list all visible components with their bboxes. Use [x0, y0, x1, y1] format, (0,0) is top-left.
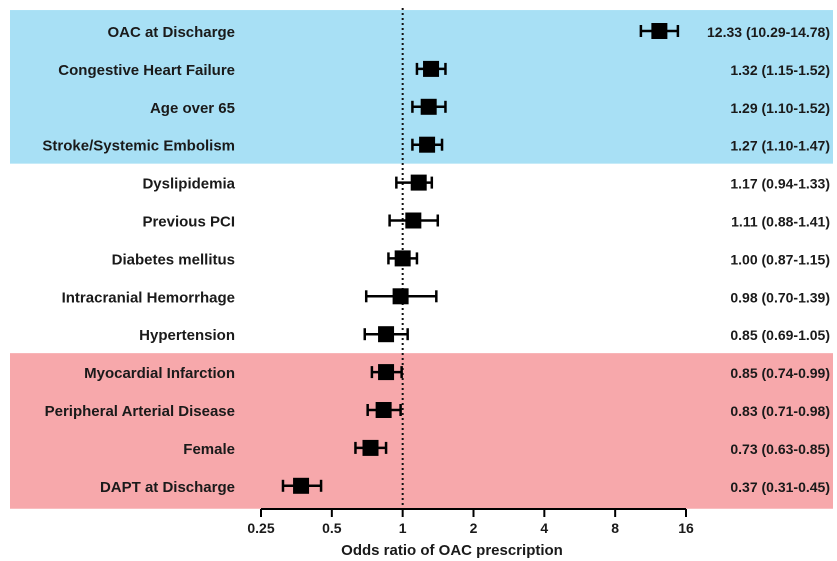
x-axis: 0.25 0.5 1 2 4 8 16: [247, 508, 694, 536]
or-marker: [651, 23, 668, 39]
row-label: Peripheral Arterial Disease: [45, 403, 235, 420]
plot-rows: OAC at Discharge 12.33 (10.29-14.78) Conge…: [42, 23, 830, 496]
row-label: OAC at Discharge: [107, 24, 235, 41]
row-value: 0.98 (0.70-1.39): [730, 289, 830, 305]
row-value: 1.17 (0.94-1.33): [730, 176, 830, 192]
row-value: 12.33 (10.29-14.78): [707, 24, 830, 40]
x-tick-label: 2: [470, 520, 478, 536]
row-label: Myocardial Infarction: [84, 365, 235, 382]
row-label: Previous PCI: [142, 214, 235, 231]
x-tick-label: 0.25: [247, 520, 274, 536]
or-marker: [378, 326, 395, 343]
or-marker: [405, 212, 422, 229]
or-marker: [378, 364, 395, 381]
or-marker: [394, 250, 411, 267]
x-tick-label: 8: [611, 520, 619, 536]
row-label: DAPT at Discharge: [100, 479, 235, 496]
forest-row: Peripheral Arterial Disease 0.83 (0.71-0.…: [45, 402, 830, 420]
forest-row: Hypertension 0.85 (0.69-1.05): [139, 326, 830, 344]
forest-row: Female 0.73 (0.63-0.85): [183, 439, 830, 458]
x-axis-label: Odds ratio of OAC prescription: [341, 542, 563, 559]
row-value: 0.85 (0.69-1.05): [730, 327, 830, 343]
or-marker: [375, 402, 392, 418]
x-tick-label: 4: [540, 520, 548, 536]
or-marker: [392, 288, 409, 305]
forest-row: Dyslipidemia 1.17 (0.94-1.33): [142, 174, 830, 193]
row-value: 1.00 (0.87-1.15): [730, 251, 830, 267]
forest-row: Previous PCI 1.11 (0.88-1.41): [142, 212, 830, 231]
or-marker: [423, 60, 440, 77]
row-label: Dyslipidemia: [142, 176, 235, 193]
row-label: Hypertension: [139, 327, 235, 344]
forest-row: Stroke/Systemic Embolism 1.27 (1.10-1.47): [42, 136, 830, 155]
or-marker: [420, 98, 437, 115]
forest-row: Myocardial Infarction 0.85 (0.74-0.99): [84, 364, 830, 382]
group-bands: [10, 10, 833, 509]
row-value: 1.32 (1.15-1.52): [730, 62, 830, 78]
row-label: Congestive Heart Failure: [58, 62, 235, 79]
x-tick-label: 1: [399, 520, 407, 536]
or-marker: [293, 477, 310, 494]
row-value: 0.37 (0.31-0.45): [730, 479, 830, 495]
forest-row: Diabetes mellitus 1.00 (0.87-1.15): [112, 250, 830, 268]
row-label: Female: [183, 441, 235, 458]
or-marker: [410, 174, 427, 191]
row-value: 0.83 (0.71-0.98): [730, 403, 830, 419]
row-value: 1.29 (1.10-1.52): [730, 100, 830, 116]
forest-row: Congestive Heart Failure 1.32 (1.15-1.52): [58, 60, 830, 79]
or-marker: [362, 439, 379, 456]
x-tick-label: 0.5: [322, 520, 342, 536]
forest-row: OAC at Discharge 12.33 (10.29-14.78): [107, 23, 830, 41]
row-label: Diabetes mellitus: [112, 251, 235, 268]
row-value: 0.85 (0.74-0.99): [730, 365, 830, 381]
row-label: Age over 65: [150, 100, 235, 117]
forest-row: DAPT at Discharge 0.37 (0.31-0.45): [100, 477, 830, 496]
or-marker: [419, 136, 436, 153]
row-value: 1.27 (1.10-1.47): [730, 138, 830, 154]
forest-row: Intracranial Hemorrhage 0.98 (0.70-1.39): [62, 288, 830, 306]
forest-row: Age over 65 1.29 (1.10-1.52): [150, 98, 830, 117]
row-value: 1.11 (0.88-1.41): [731, 214, 830, 230]
band-negative: [10, 353, 833, 509]
row-label: Stroke/Systemic Embolism: [42, 138, 235, 155]
row-label: Intracranial Hemorrhage: [62, 289, 235, 306]
x-tick-label: 16: [678, 520, 694, 536]
row-value: 0.73 (0.63-0.85): [730, 441, 830, 457]
